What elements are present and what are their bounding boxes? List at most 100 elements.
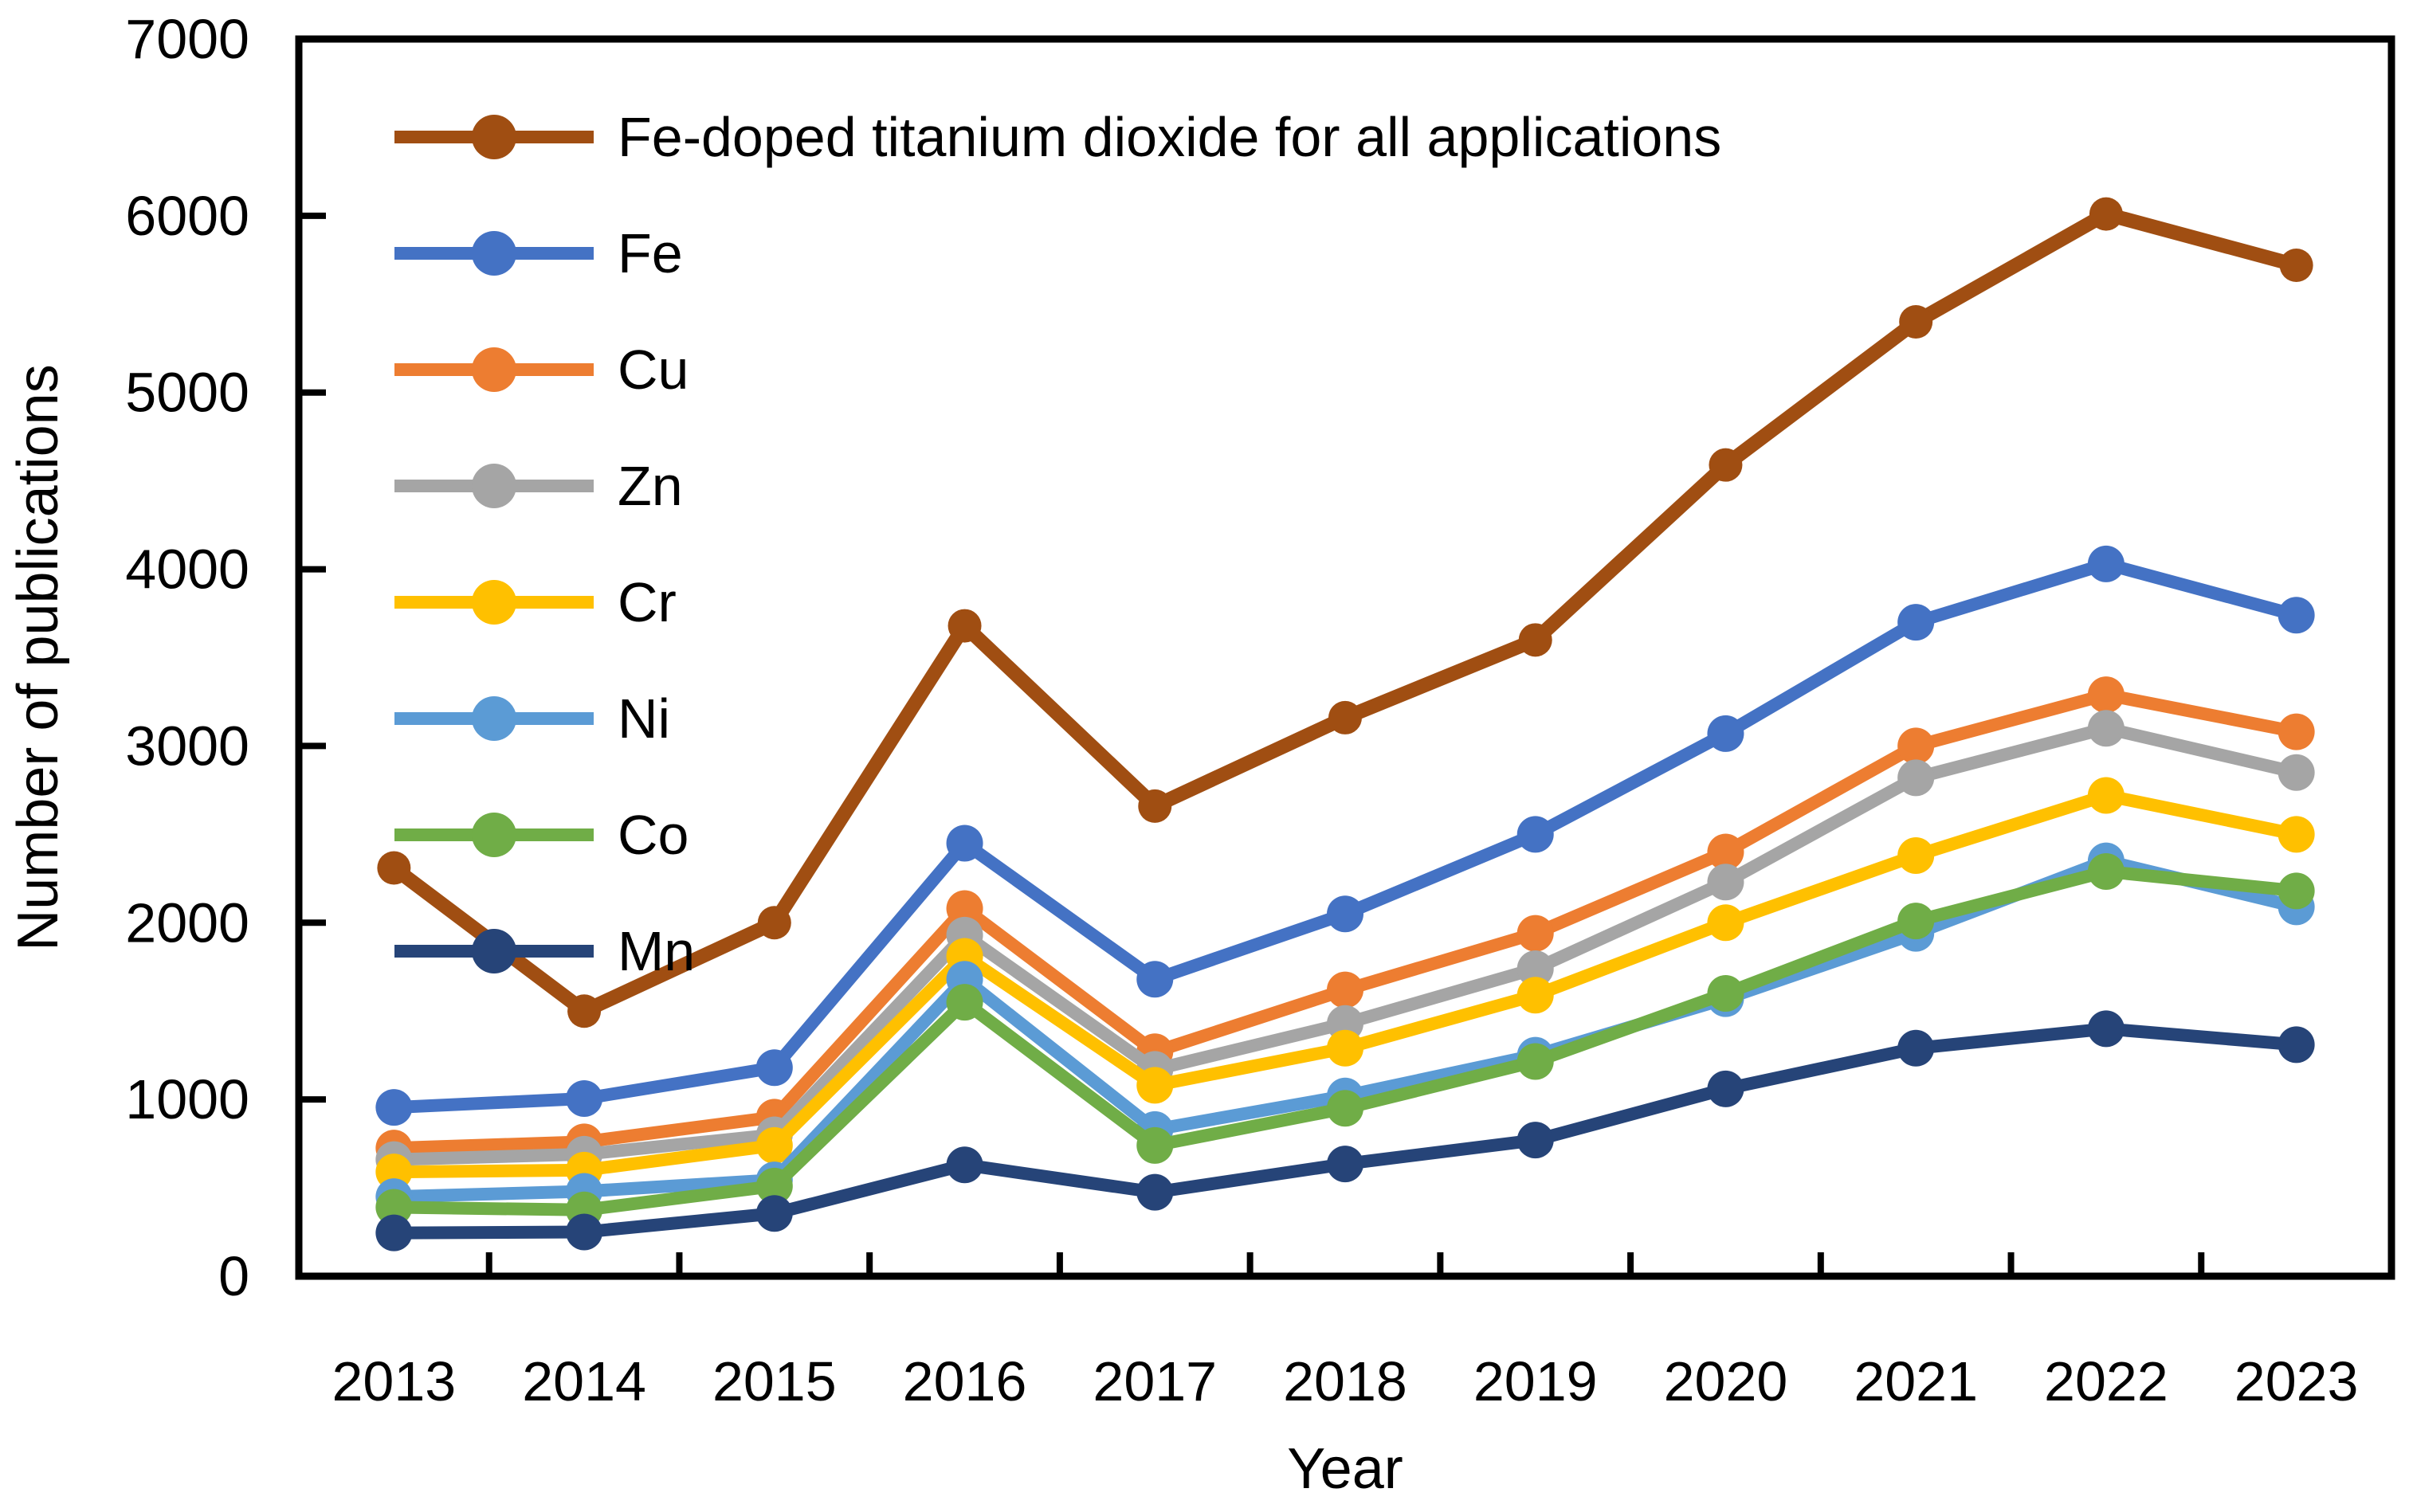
x-tick-label: 2020 [1664, 1350, 1788, 1412]
data-point-co-2019 [1516, 1043, 1554, 1080]
x-axis-title: Year [1287, 1437, 1403, 1501]
data-point-cu-2018 [1327, 971, 1363, 1009]
data-point-mn-2023 [2278, 1026, 2315, 1063]
data-point-mn-2018 [1327, 1146, 1363, 1183]
x-tick-label: 2023 [2234, 1350, 2359, 1412]
data-point-co-2015 [755, 1167, 793, 1205]
legend-marker-dot [472, 580, 516, 625]
data-point-mn-2014 [566, 1213, 603, 1251]
data-point-mn-2016 [946, 1146, 983, 1184]
y-tick-label: 3000 [125, 715, 249, 777]
data-point-co-2020 [1707, 975, 1744, 1013]
data-point-cu-2021 [1897, 727, 1935, 765]
data-point-co-2022 [2087, 852, 2125, 890]
legend-item-mn: Mn [394, 920, 695, 982]
legend-item-cu: Cu [394, 339, 689, 401]
data-point-cu-2016 [946, 890, 983, 927]
legend-label: Zn [618, 455, 683, 517]
data-point-fe-doped-2017 [1138, 789, 1172, 823]
y-tick-label: 7000 [125, 8, 249, 70]
data-point-cu-2020 [1707, 833, 1744, 871]
data-point-cr-2023 [2278, 816, 2315, 853]
data-point-mn-2021 [1897, 1029, 1935, 1067]
data-point-cu-2022 [2087, 676, 2125, 714]
legend-marker-dot [472, 231, 516, 276]
data-point-co-2023 [2278, 872, 2315, 910]
y-tick-label: 5000 [125, 362, 249, 424]
legend-item-fe: Fe [394, 222, 683, 284]
legend-item-co: Co [394, 804, 689, 866]
data-point-cu-2019 [1516, 915, 1554, 952]
x-tick-label: 2019 [1473, 1350, 1598, 1412]
legend-label: Mn [618, 920, 695, 982]
data-point-fe-doped-2013 [377, 851, 411, 885]
legend-item-ni: Ni [394, 687, 670, 750]
x-tick-label: 2015 [712, 1350, 837, 1412]
data-point-fe-2019 [1516, 816, 1554, 853]
data-point-fe-doped-2016 [948, 609, 982, 643]
x-tick-label: 2017 [1093, 1350, 1217, 1412]
y-tick-label: 4000 [125, 539, 249, 601]
data-point-mn-2017 [1136, 1173, 1174, 1211]
data-point-co-2021 [1897, 903, 1935, 940]
data-point-fe-doped-2019 [1518, 623, 1552, 657]
data-point-fe-2015 [755, 1049, 793, 1087]
data-point-fe-doped-2023 [2279, 248, 2313, 282]
data-point-mn-2022 [2087, 1010, 2125, 1048]
y-tick-label: 2000 [125, 891, 249, 954]
data-point-cr-2021 [1897, 836, 1935, 874]
x-tick-label: 2013 [332, 1350, 456, 1412]
legend-item-zn: Zn [394, 455, 683, 517]
data-point-zn-2020 [1707, 864, 1744, 901]
data-point-mn-2019 [1516, 1122, 1554, 1159]
data-point-zn-2022 [2087, 710, 2125, 747]
data-point-fe-2020 [1707, 715, 1744, 752]
legend-label: Ni [618, 687, 670, 750]
data-point-fe-doped-2014 [567, 994, 602, 1028]
legend-marker-dot [472, 696, 516, 741]
data-point-mn-2013 [375, 1214, 413, 1252]
legend-label: Cu [618, 339, 689, 401]
data-point-cu-2023 [2278, 713, 2315, 750]
data-point-cr-2022 [2087, 777, 2125, 814]
legend-label: Fe-doped titanium dioxide for all applic… [618, 106, 1721, 168]
data-point-co-2018 [1327, 1090, 1363, 1127]
legend-item-cr: Cr [394, 571, 677, 633]
data-point-cr-2015 [755, 1126, 793, 1164]
x-tick-label: 2021 [1854, 1350, 1978, 1412]
y-tick-label: 0 [218, 1245, 249, 1307]
data-point-co-2016 [946, 984, 983, 1021]
legend-marker-dot [472, 813, 516, 857]
data-point-mn-2020 [1707, 1070, 1744, 1107]
data-point-fe-2021 [1897, 604, 1935, 641]
data-point-cr-2020 [1707, 904, 1744, 942]
x-tick-label: 2014 [522, 1350, 646, 1412]
data-point-co-2013 [375, 1189, 413, 1226]
data-point-zn-2023 [2278, 754, 2315, 791]
legend-marker-dot [472, 115, 516, 159]
legend-marker-dot [472, 929, 516, 973]
data-point-fe-2017 [1136, 961, 1174, 998]
data-point-co-2017 [1136, 1126, 1174, 1164]
legend-marker-dot [472, 464, 516, 508]
data-point-zn-2021 [1897, 759, 1935, 797]
data-point-fe-doped-2018 [1328, 700, 1362, 734]
data-point-fe-2018 [1327, 895, 1363, 933]
data-point-cr-2018 [1327, 1029, 1363, 1067]
data-point-cr-2019 [1516, 977, 1554, 1014]
plot-frame [295, 35, 2395, 1280]
data-point-mn-2015 [755, 1195, 793, 1232]
legend-label: Co [618, 804, 689, 866]
data-point-fe-doped-2021 [1899, 304, 1933, 339]
y-tick-label: 6000 [125, 185, 249, 247]
legend-item-fe-doped: Fe-doped titanium dioxide for all applic… [394, 106, 1721, 168]
data-point-fe-doped-2020 [1709, 448, 1743, 482]
data-point-cr-2017 [1136, 1067, 1174, 1104]
x-tick-label: 2018 [1283, 1350, 1407, 1412]
y-axis-title: Number of publications [6, 364, 70, 950]
data-point-fe-2022 [2087, 545, 2125, 582]
data-point-fe-2013 [375, 1089, 413, 1126]
x-tick-label: 2022 [2044, 1350, 2168, 1412]
